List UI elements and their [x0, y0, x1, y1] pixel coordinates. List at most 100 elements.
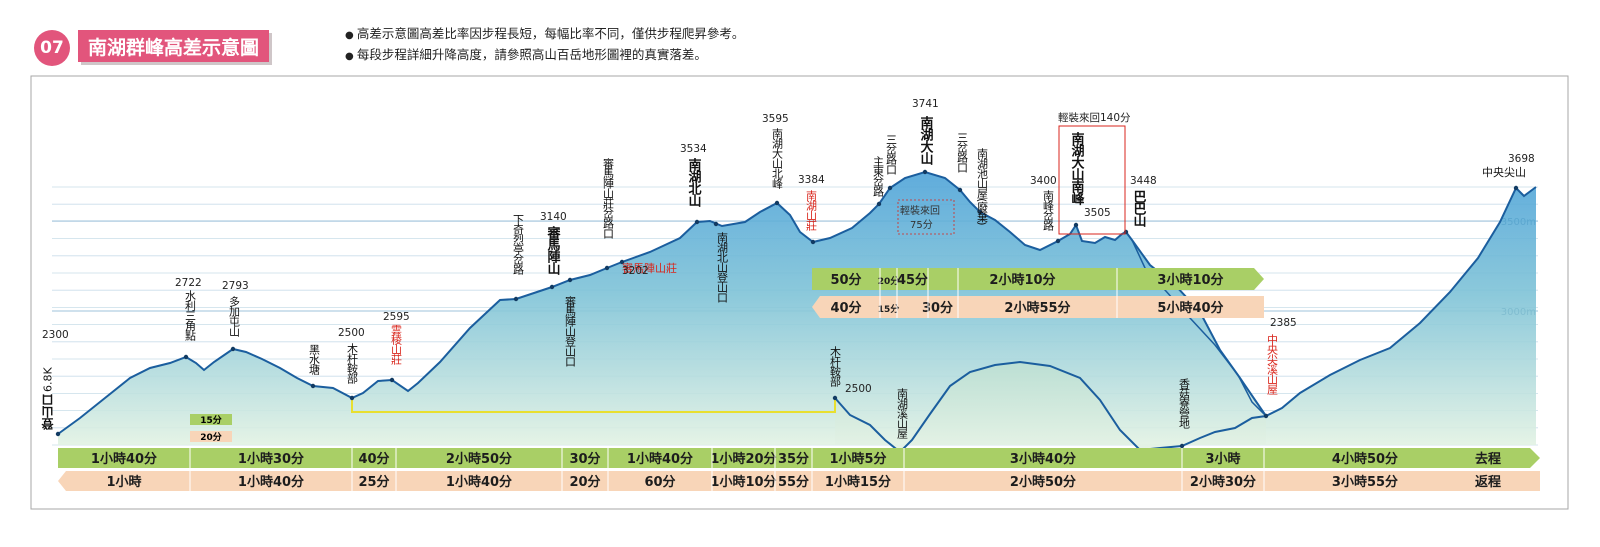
- leg-label-outbound: 去程: [1475, 451, 1501, 467]
- small-time-bar: [190, 414, 232, 425]
- waypoint-label: 南湖大山南峰: [1069, 131, 1085, 206]
- elevation-label: 2722: [175, 277, 202, 289]
- side-trip-box: [1058, 125, 1126, 235]
- return-time: 3小時55分: [1332, 474, 1398, 490]
- valley-terrain-fill: [835, 362, 1266, 452]
- waypoint-dot: [832, 395, 838, 401]
- waypoint-dot: [513, 296, 519, 302]
- elevation-label: 3741: [912, 98, 939, 110]
- note-2: 每段步程詳細升降高度，請參照高山百岳地形圖裡的真實落差。: [345, 45, 744, 66]
- waypoint-label: 南湖大山: [918, 115, 934, 166]
- waypoint-label: 南峰岔路: [1042, 190, 1055, 232]
- return-time: 55分: [778, 474, 809, 490]
- waypoint-label: 審馬陣山: [545, 225, 562, 276]
- upper-outbound-time: 20分: [878, 275, 900, 287]
- outbound-time: 1小時20分: [710, 451, 776, 467]
- upper-outbound-time: 2小時10分: [989, 272, 1055, 288]
- waypoint-label: 下奇烈亭岔路: [512, 214, 525, 276]
- elevation-label: 3448: [1130, 175, 1157, 187]
- return-time: 1小時40分: [446, 474, 512, 490]
- waypoint-dot: [349, 395, 355, 401]
- waypoint-label: 中央尖溪山屋: [1266, 334, 1279, 396]
- waypoint-label: 黑水塘: [308, 344, 321, 376]
- waypoint-label: 三岔路口: [885, 134, 898, 175]
- outbound-time: 3小時40分: [1010, 451, 1076, 467]
- waypoint-label: 南湖池山屋(廢棄): [976, 148, 989, 226]
- outbound-time: 1小時5分: [829, 451, 886, 467]
- outbound-time: 1小時40分: [91, 451, 157, 467]
- elevation-label: 3595: [762, 113, 789, 125]
- return-time: 1小時10分: [710, 474, 776, 490]
- waypoint-dot: [55, 431, 61, 437]
- elevation-label: 2595: [383, 311, 410, 323]
- waypoint-label: 南湖北山: [686, 157, 702, 208]
- small-time: 20分: [200, 431, 222, 443]
- upper-outbound-time: 50分: [830, 272, 861, 288]
- outbound-time: 1小時30分: [238, 451, 304, 467]
- waypoint-dot: [922, 169, 928, 175]
- time-bars: 1小時40分 1小時30分 40分 2小時50分 30分 1小時40分 1小時20分 35分 1…: [58, 268, 1540, 491]
- return-time: 2小時30分: [1190, 474, 1256, 490]
- annotation: 輕裝來回: [900, 204, 940, 217]
- waypoint-dot: [619, 259, 625, 265]
- waypoint-label: 南湖溪山屋: [896, 388, 909, 440]
- waypoint-label: 南湖大山北峰: [771, 128, 784, 189]
- waypoint-note: 6.8K: [42, 367, 55, 392]
- waypoint-dot: [1179, 443, 1185, 449]
- note-1: 高差示意圖高差比率因步程長短，每幅比率不同，僅供步程爬昇參考。: [345, 24, 745, 45]
- elevation-label: 3384: [798, 174, 825, 186]
- small-time-bar: [190, 431, 232, 442]
- upper-outbound-time: 45分: [897, 272, 928, 288]
- waypoint-dot: [810, 239, 816, 245]
- notes: 高差示意圖高差比率因步程長短，每幅比率不同，僅供步程爬昇參考。 每段步程詳細升降…: [345, 24, 745, 66]
- waypoint-dot: [1055, 238, 1061, 244]
- elevation-label: 2300: [42, 329, 69, 341]
- outbound-time: 4小時50分: [1332, 451, 1398, 467]
- return-time: 2小時50分: [1010, 474, 1076, 490]
- waypoint-label: 登山口: [41, 393, 55, 431]
- waypoint-label: 木杆鞍部: [346, 343, 359, 384]
- upper-return-time: 2小時55分: [1004, 300, 1070, 316]
- elevation-label: 3505: [1084, 207, 1111, 219]
- waypoint-dot: [977, 209, 983, 215]
- annotation: 輕裝來回140分: [1058, 111, 1131, 124]
- leg-label-return: 返程: [1475, 475, 1501, 490]
- waypoint-dot: [183, 354, 189, 360]
- side-trip-box: [897, 199, 955, 235]
- section-number-badge: 07: [34, 30, 70, 66]
- waypoint-label: 主東岔路: [872, 156, 885, 198]
- upper-outbound-bar: [812, 268, 1264, 290]
- page-title: 南湖群峰高差示意圖: [78, 30, 270, 62]
- waypoint-dot: [604, 265, 610, 271]
- waypoint-label: 中央尖山: [1482, 166, 1526, 179]
- waypoint-dot: [310, 383, 316, 389]
- upper-return-bar: [812, 296, 1264, 318]
- bypass-connector: [351, 398, 836, 413]
- elevation-label: 3534: [680, 143, 707, 155]
- waypoint-label: 三岔路口: [956, 132, 969, 173]
- elevation-label: 2793: [222, 280, 249, 292]
- waypoint-dot: [567, 277, 573, 283]
- ridge-terrain-fill: [58, 172, 1536, 445]
- return-time: 1小時15分: [825, 474, 891, 490]
- upper-return-time: 5小時40分: [1157, 300, 1223, 316]
- waypoint-dot: [713, 221, 719, 227]
- upper-return-time: 30分: [922, 300, 953, 316]
- waypoint-dot: [774, 200, 780, 206]
- return-bar: [58, 471, 1540, 491]
- return-time: 20分: [569, 474, 600, 490]
- waypoint-dot: [1513, 185, 1519, 191]
- waypoint-label: 南湖北山登山口: [716, 232, 729, 303]
- elevation-label: 3698: [1508, 153, 1535, 165]
- waypoint-label: 審馬陣山莊岔路口: [602, 157, 615, 239]
- elevation-label: 2500: [338, 327, 365, 339]
- waypoint-dot: [389, 377, 395, 383]
- waypoint-dot: [549, 284, 555, 290]
- waypoint-label: 巴巴山: [1131, 190, 1146, 228]
- elevation-label: 3202: [622, 265, 649, 277]
- upper-return-time: 15分: [878, 303, 900, 315]
- waypoint-label: 審馬陣山登山口: [564, 295, 577, 367]
- return-time: 60分: [644, 474, 675, 490]
